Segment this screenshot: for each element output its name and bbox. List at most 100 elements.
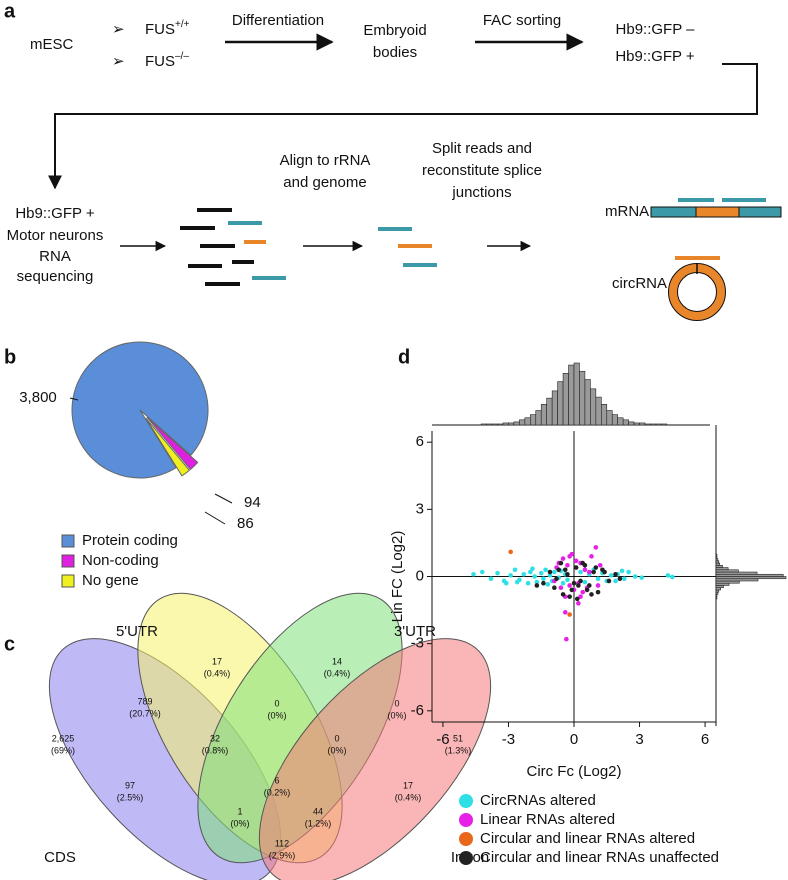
point — [591, 569, 596, 575]
legend-swatch — [61, 554, 75, 568]
region-percent: (0%) — [230, 818, 249, 828]
point — [576, 601, 581, 606]
point — [619, 568, 625, 574]
point — [576, 583, 581, 588]
point — [582, 567, 588, 573]
point — [621, 576, 627, 582]
hist-bar — [715, 558, 719, 562]
point — [554, 576, 559, 582]
point — [595, 589, 601, 595]
venn-set-label: 5'UTR — [116, 623, 158, 640]
hist-bar — [715, 553, 718, 557]
bullet: ➢ — [112, 21, 125, 38]
hist-bar — [486, 423, 493, 426]
x-tick-label: 0 — [570, 731, 578, 748]
hist-bar — [715, 576, 787, 580]
hist-bar — [491, 423, 498, 426]
hist-bar — [628, 421, 635, 426]
y-axis-label: Lin FC (Log2) — [389, 531, 406, 623]
hist-bar — [546, 397, 553, 426]
point — [578, 594, 583, 599]
point — [552, 569, 557, 575]
point — [613, 571, 618, 577]
region-percent: (20.7%) — [129, 708, 161, 718]
region-percent: (2.9%) — [269, 850, 296, 860]
point — [573, 558, 579, 564]
region-count: 17 — [403, 780, 413, 790]
hist-bar — [715, 594, 718, 597]
hist-bar — [617, 417, 624, 426]
hist-bar — [584, 379, 591, 426]
point — [564, 636, 569, 642]
align-label: and genome — [283, 174, 366, 191]
hist-bar — [715, 587, 721, 591]
venn-set-label: CDS — [44, 849, 76, 866]
leader-line — [204, 511, 226, 525]
point — [547, 569, 553, 575]
hist-bar — [715, 580, 740, 584]
point — [556, 567, 562, 573]
point — [670, 574, 675, 580]
point — [538, 570, 544, 576]
circrna-label: circRNA — [612, 275, 667, 292]
hist-bar — [622, 419, 629, 426]
panel-label: d — [398, 346, 410, 368]
x-axis-label: Circ Fc (Log2) — [526, 763, 621, 780]
step-label: FAC sorting — [483, 12, 561, 29]
hist-bar — [715, 569, 739, 573]
region-count: 32 — [210, 733, 220, 743]
point — [665, 573, 671, 578]
point — [569, 587, 575, 593]
reads — [180, 208, 286, 286]
point — [626, 569, 631, 575]
point — [488, 576, 494, 582]
point — [586, 583, 592, 588]
region-count: 17 — [212, 656, 222, 666]
gene: FUS — [145, 53, 175, 70]
point — [525, 580, 531, 586]
start-label: mESC — [30, 36, 74, 53]
point — [558, 585, 564, 590]
point — [567, 554, 572, 559]
legend-marker — [459, 832, 473, 846]
hist-bar — [513, 421, 520, 426]
point — [586, 569, 592, 575]
split-label: Split reads and — [432, 140, 532, 157]
mrna-label: mRNA — [605, 203, 649, 220]
region-count: 51 — [453, 733, 463, 743]
point — [565, 571, 570, 577]
region-count: 789 — [137, 696, 152, 706]
hist-bar — [715, 589, 720, 593]
point — [558, 560, 564, 566]
point — [479, 569, 485, 575]
legend-label: Non-coding — [82, 552, 159, 569]
panel-label: b — [4, 346, 16, 368]
hist-bar — [595, 396, 602, 426]
point — [613, 578, 618, 584]
pie-slice — [146, 416, 199, 471]
point — [639, 575, 645, 580]
hist-bar — [715, 560, 720, 564]
region-count: 0 — [334, 733, 339, 743]
point — [582, 579, 588, 585]
point — [573, 565, 579, 570]
region-count: 6 — [274, 775, 279, 785]
hist-bar — [562, 373, 569, 426]
hist-bar — [557, 381, 564, 426]
hist-bar — [715, 571, 758, 575]
legend-marker — [459, 794, 473, 808]
point — [552, 585, 557, 590]
point — [589, 592, 594, 597]
point — [608, 573, 614, 578]
x-tick-label: 6 — [701, 731, 709, 748]
region-count: 0 — [274, 698, 279, 708]
point — [512, 567, 518, 573]
legend-label: Protein coding — [82, 532, 178, 549]
value-label: 3,800 — [19, 389, 57, 406]
point — [562, 610, 568, 615]
hist-bar — [715, 582, 730, 586]
y-tick-label: -6 — [411, 702, 424, 719]
region-count: 1 — [237, 806, 242, 816]
x-tick-label: -6 — [436, 731, 449, 748]
